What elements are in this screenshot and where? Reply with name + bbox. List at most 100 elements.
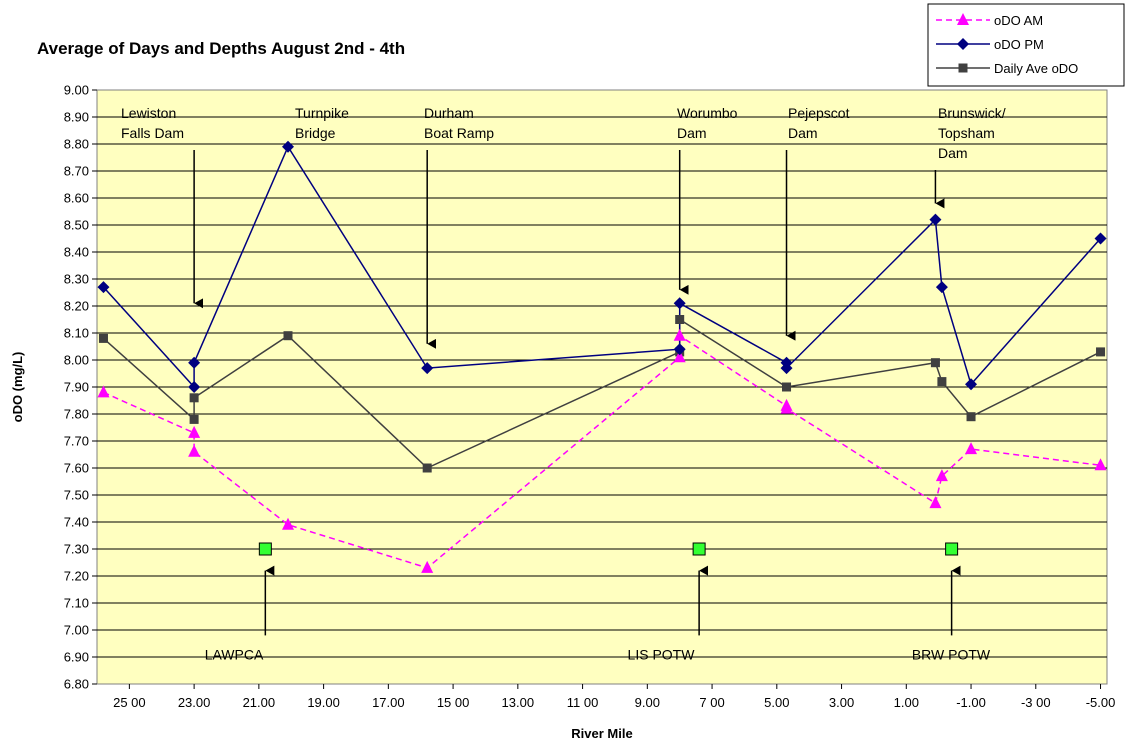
legend: oDO AM oDO PM Daily Ave oDO xyxy=(927,3,1125,87)
x-tick-label: 25 00 xyxy=(113,695,146,710)
y-tick-label: 6.90 xyxy=(64,650,89,665)
y-tick-label: 7.40 xyxy=(64,515,89,530)
data-point xyxy=(188,425,201,438)
data-point xyxy=(188,444,201,457)
x-tick-label: 3.00 xyxy=(829,695,854,710)
x-tick-label: 5.00 xyxy=(764,695,789,710)
data-point xyxy=(189,393,199,403)
y-tick-label: 8.70 xyxy=(64,164,89,179)
y-tick-label: 8.30 xyxy=(64,272,89,287)
y-tick-label: 7.10 xyxy=(64,596,89,611)
x-tick-label: 7 00 xyxy=(699,695,724,710)
data-point xyxy=(421,362,434,375)
y-tick-label: 7.00 xyxy=(64,623,89,638)
x-tick-label: 11 00 xyxy=(567,695,599,710)
data-point xyxy=(1094,458,1107,471)
data-point xyxy=(780,401,793,414)
y-tick-label: 8.80 xyxy=(64,137,89,152)
data-point xyxy=(930,358,940,368)
y-tick-label: 7.50 xyxy=(64,488,89,503)
x-tick-label: -3 00 xyxy=(1021,695,1051,710)
data-point xyxy=(675,315,685,324)
site-label: Brunswick/ xyxy=(938,105,1006,121)
site-label: Pejepscot xyxy=(788,105,850,121)
site-label: Bridge xyxy=(295,125,336,141)
discharge-point xyxy=(258,542,272,556)
x-tick-label: -5.00 xyxy=(1086,695,1116,710)
data-point xyxy=(189,414,199,424)
data-point xyxy=(965,378,978,391)
data-point xyxy=(673,297,686,310)
chart-title: Average of Days and Depths August 2nd - … xyxy=(37,39,405,58)
data-point xyxy=(929,496,942,509)
data-point xyxy=(966,412,976,422)
y-tick-label: 7.60 xyxy=(64,461,89,476)
data-point xyxy=(97,281,110,294)
site-label: Worumbo xyxy=(677,105,738,121)
y-tick-label: 9.00 xyxy=(64,83,89,98)
x-tick-label: 1.00 xyxy=(894,695,919,710)
x-tick-label: 15 00 xyxy=(437,695,470,710)
legend-marker xyxy=(957,13,969,25)
y-tick-label: 6.80 xyxy=(64,677,89,692)
y-tick-label: 8.00 xyxy=(64,353,89,368)
discharge-point xyxy=(945,542,959,556)
x-tick-label: 9.00 xyxy=(635,695,660,710)
site-label: Durham xyxy=(424,105,474,121)
y-tick-label: 8.60 xyxy=(64,191,89,206)
site-label: Lewiston xyxy=(121,105,176,121)
legend-marker xyxy=(957,38,969,50)
data-point xyxy=(935,281,948,294)
legend-label: oDO AM xyxy=(994,13,1043,28)
site-label: Falls Dam xyxy=(121,125,184,141)
data-point xyxy=(98,333,108,343)
site-label: Dam xyxy=(938,145,968,161)
data-point xyxy=(281,140,294,153)
data-point xyxy=(935,469,948,482)
data-point xyxy=(929,213,942,226)
y-tick-label: 7.30 xyxy=(64,542,89,557)
data-point xyxy=(422,463,432,473)
x-tick-label: -1.00 xyxy=(956,695,986,710)
y-tick-label: 7.90 xyxy=(64,380,89,395)
y-tick-label: 8.20 xyxy=(64,299,89,314)
site-label: Topsham xyxy=(938,125,995,141)
legend-marker xyxy=(958,63,968,73)
gridlines xyxy=(97,116,1107,658)
site-annotations: Lewiston Falls Dam Turnpike Bridge Durham Boa… xyxy=(121,105,1006,662)
x-tick-label: 13.00 xyxy=(502,695,535,710)
data-point xyxy=(937,377,947,387)
x-axis-title: River Mile xyxy=(571,726,632,741)
data-point xyxy=(283,331,293,341)
y-tick-label: 7.70 xyxy=(64,434,89,449)
data-point xyxy=(188,381,201,393)
x-axis: 25 00 23.00 21.00 19.00 17.00 15 00 13.00 11 00… xyxy=(113,684,1115,710)
y-tick-label: 8.90 xyxy=(64,110,89,125)
y-tick-label: 8.40 xyxy=(64,245,89,260)
data-point xyxy=(97,385,110,398)
discharge-label: BRW POTW xyxy=(912,646,991,662)
data-point xyxy=(421,560,434,573)
discharge-label: LAWPCA xyxy=(205,646,264,662)
y-tick-label: 8.10 xyxy=(64,326,89,341)
x-tick-label: 23.00 xyxy=(178,695,211,710)
site-label: Dam xyxy=(788,125,818,141)
site-label: Dam xyxy=(677,125,707,141)
x-tick-label: 17.00 xyxy=(372,695,405,710)
x-tick-label: 21.00 xyxy=(243,695,276,710)
site-label: Turnpike xyxy=(295,105,349,121)
data-point xyxy=(1094,232,1107,245)
discharge-points xyxy=(258,542,959,556)
data-point xyxy=(780,362,793,375)
data-point xyxy=(673,328,686,341)
legend-label: oDO PM xyxy=(994,37,1044,52)
y-tick-label: 8.50 xyxy=(64,218,89,233)
y-tick-label: 7.80 xyxy=(64,407,89,422)
site-label: Boat Ramp xyxy=(424,125,494,141)
y-axis-title: oDO (mg/L) xyxy=(10,352,25,423)
discharge-label: LIS POTW xyxy=(628,646,696,662)
data-point xyxy=(673,343,686,356)
data-point xyxy=(281,517,294,530)
data-point xyxy=(188,356,201,369)
